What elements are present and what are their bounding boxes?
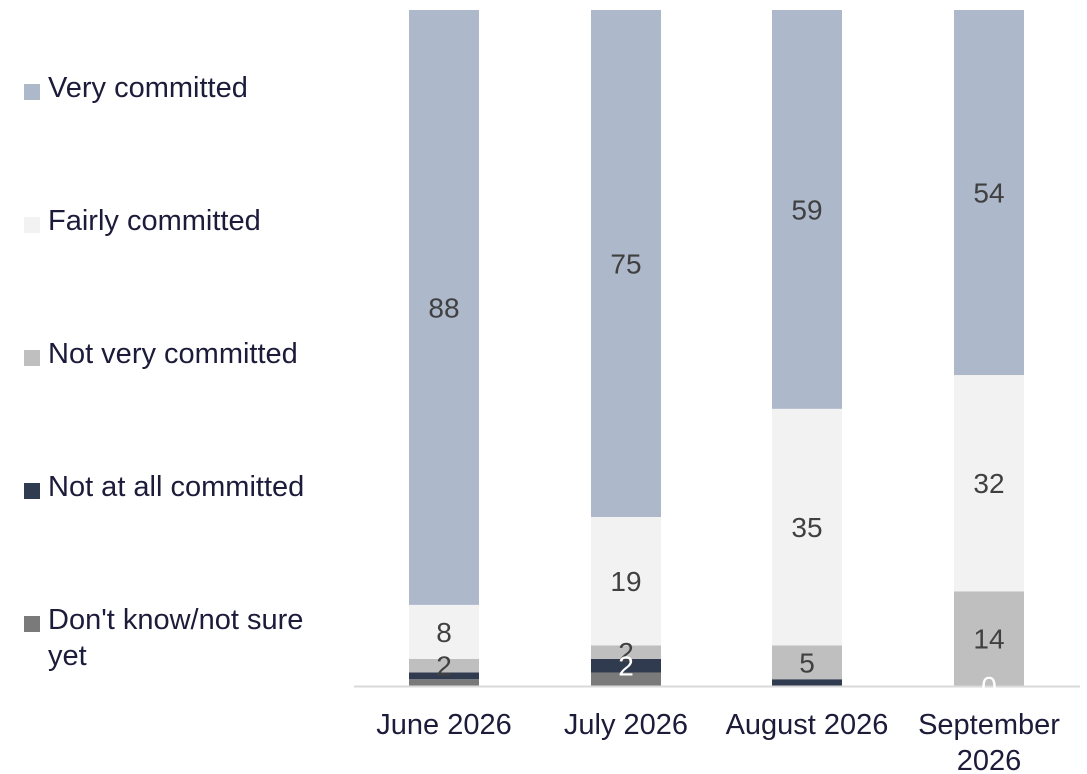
x-tick-label-august-2026: August 2026 — [726, 709, 889, 741]
data-label-july-2026-fairly-committed: 19 — [610, 566, 641, 597]
data-label-august-2026-very-committed: 59 — [791, 194, 822, 225]
data-label-july-2026-not-at-all-committed: 2 — [618, 651, 634, 682]
legend-swatch — [24, 217, 40, 233]
bar-june-2026-don-t-know-not-sure-yet — [409, 679, 479, 686]
data-label-september-2026-not-very-committed: 14 — [973, 624, 1004, 655]
bar-august-2026-very-committed — [772, 10, 842, 409]
bar-july-2026-don-t-know-not-sure-yet — [591, 672, 661, 686]
bar-june-2026-very-committed — [409, 10, 479, 605]
x-tick-label-september-2026: September 2026 — [918, 709, 1060, 774]
bar-june-2026-fairly-committed — [409, 604, 479, 659]
legend-swatch — [24, 84, 40, 100]
legend-item-don-t-know-not-sure-yet: Don't know/not sure yet — [24, 602, 344, 674]
data-label-august-2026-not-very-committed: 5 — [799, 647, 815, 678]
legend-label: Fairly committed — [48, 205, 261, 237]
bar-july-2026-fairly-committed — [591, 517, 661, 646]
legend-swatch — [24, 616, 40, 632]
legend-label: Very committed — [48, 72, 248, 104]
bar-august-2026-not-very-committed — [772, 645, 842, 680]
bar-june-2026-not-very-committed — [409, 658, 479, 673]
legend-item-not-at-all-committed: Not at all committed — [24, 469, 344, 505]
legend-item-very-committed: Very committed — [24, 70, 344, 106]
legend-item-fairly-committed: Fairly committed — [24, 203, 344, 239]
legend-label: Not very committed — [48, 338, 298, 370]
data-label-september-2026-fairly-committed: 32 — [973, 468, 1004, 499]
data-label-june-2026-very-committed: 88 — [428, 292, 459, 323]
bar-july-2026-not-very-committed — [591, 645, 661, 659]
x-tick-label-june-2026: June 2026 — [376, 709, 511, 741]
legend-label: Don't know/not sure yet — [48, 604, 304, 672]
bar-july-2026-not-at-all-committed — [591, 658, 661, 673]
data-label-june-2026-fairly-committed: 8 — [436, 617, 452, 648]
legend-item-not-very-committed: Not very committed — [24, 336, 344, 372]
data-label-september-2026-not-at-all-committed: 0 — [981, 671, 997, 702]
bar-july-2026-very-committed — [591, 10, 661, 517]
bar-august-2026-not-at-all-committed — [772, 679, 842, 686]
data-label-august-2026-fairly-committed: 35 — [791, 512, 822, 543]
legend-swatch — [24, 350, 40, 366]
x-tick-label-july-2026: July 2026 — [564, 709, 688, 741]
bar-september-2026-very-committed — [954, 10, 1024, 376]
legend-swatch — [24, 483, 40, 499]
bar-june-2026-not-at-all-committed — [409, 672, 479, 680]
data-label-july-2026-not-very-committed: 2 — [618, 637, 634, 668]
bar-august-2026-fairly-committed — [772, 408, 842, 646]
data-label-june-2026-not-very-committed: 2 — [436, 651, 452, 682]
bar-september-2026-fairly-committed — [954, 375, 1024, 592]
bar-september-2026-not-very-committed — [954, 591, 1024, 686]
data-label-july-2026-very-committed: 75 — [610, 249, 641, 280]
data-label-september-2026-very-committed: 54 — [973, 178, 1004, 209]
legend-label: Not at all committed — [48, 471, 305, 503]
